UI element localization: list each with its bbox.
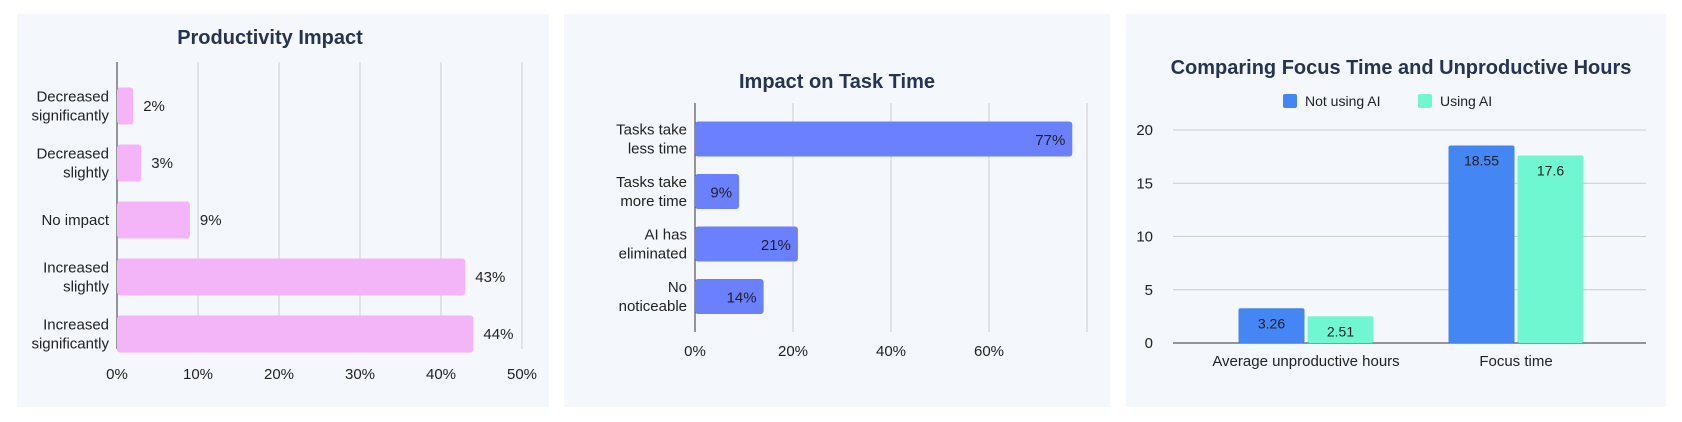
task-time-chart: Impact on Task Time 0% 20% 40% 60% 77% Tasks t… [616,71,1088,360]
legend-label: Using AI [1440,93,1492,109]
bar-value-label: 14% [727,290,757,307]
category-label: slightly [63,279,109,296]
x-tick-label: 0% [106,366,128,383]
focus-time-chart-panel: Comparing Focus Time and Unproductive Ho… [1126,14,1666,407]
bar [117,201,190,239]
category-label: Decreased [36,89,109,106]
category-label: Increased [43,317,109,334]
bar-value-label: 18.55 [1464,152,1499,168]
legend-label: Not using AI [1305,93,1381,109]
bar-value-label: 43% [475,269,505,286]
category-label: significantly [31,108,109,125]
bar-value-label: 3% [151,155,173,172]
y-tick-label: 10 [1136,229,1153,246]
bar [1238,308,1305,343]
bar [695,174,740,209]
category-label: Tasks take [616,122,687,139]
legend-swatch [1418,94,1432,108]
bar-value-label: 3.26 [1258,315,1285,331]
y-tick-label: 15 [1136,175,1153,192]
bar-value-label: 44% [483,326,513,343]
bar [1517,155,1584,343]
bar-value-label: 21% [761,237,791,254]
x-tick-label: 0% [684,343,706,360]
category-label: noticeable [619,298,687,315]
productivity-impact-chart: Productivity Impact 0% 10% 20% 30% 40% 50% 2% De… [31,27,537,383]
bar [117,315,474,353]
x-category-label: Average unproductive hours [1212,353,1399,370]
x-tick-label: 20% [264,366,294,383]
x-category-label: Focus time [1479,353,1552,370]
chart-title: Productivity Impact [177,27,363,49]
category-label: AI has [644,227,687,244]
bar-value-label: 9% [200,212,222,229]
category-label: significantly [31,336,109,353]
bar [1307,316,1374,343]
task-time-chart-panel: Impact on Task Time 0% 20% 40% 60% 77% Tasks t… [564,14,1110,407]
bar [117,144,142,182]
y-tick-label: 5 [1145,282,1153,299]
bar-value-label: 9% [710,185,732,202]
x-tick-label: 10% [183,366,213,383]
chart-title: Comparing Focus Time and Unproductive Ho… [1171,57,1632,79]
bar-value-label: 77% [1035,132,1065,149]
category-label: Increased [43,260,109,277]
bar [117,87,134,125]
category-label: slightly [63,165,109,182]
x-tick-label: 60% [974,343,1004,360]
x-tick-label: 50% [507,366,537,383]
category-label: No [668,279,687,296]
category-label: No impact [41,212,109,229]
focus-time-chart: Comparing Focus Time and Unproductive Ho… [1136,57,1646,370]
category-label: less time [628,141,687,158]
x-tick-label: 20% [778,343,808,360]
category-label: eliminated [619,246,687,263]
productivity-impact-chart-panel: Productivity Impact 0% 10% 20% 30% 40% 50% 2% De… [17,14,549,407]
bar [1448,145,1515,343]
bar [695,279,764,314]
bar [117,258,466,296]
x-tick-label: 40% [876,343,906,360]
category-label: Decreased [36,146,109,163]
category-label: more time [620,193,687,210]
bar-value-label: 17.6 [1537,163,1564,179]
bar-value-label: 2% [143,98,165,115]
x-tick-label: 40% [426,366,456,383]
category-label: Tasks take [616,174,687,191]
bar [695,226,798,262]
bar-value-label: 2.51 [1327,323,1354,339]
legend-swatch [1283,94,1297,108]
y-tick-label: 0 [1145,335,1153,352]
x-tick-label: 30% [345,366,375,383]
bar [695,121,1073,157]
chart-title: Impact on Task Time [739,71,935,93]
y-tick-label: 20 [1136,122,1153,139]
